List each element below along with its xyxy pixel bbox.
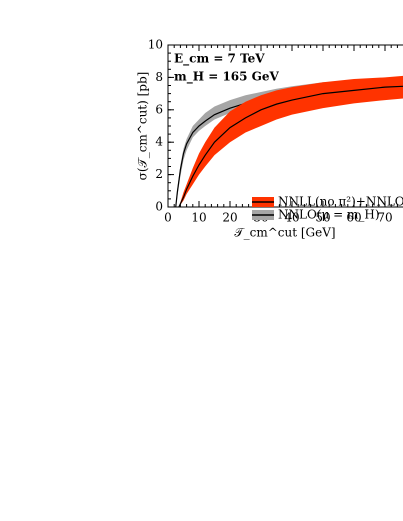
x-tick-label: 10 bbox=[191, 211, 206, 225]
legend-label: NNLL(no π²)+NNLO bbox=[278, 195, 403, 209]
y-tick-label: 0 bbox=[155, 200, 163, 214]
legend-label: NNLO(μ = m_H) bbox=[278, 208, 380, 222]
y-tick-label: 6 bbox=[155, 102, 163, 116]
y-tick-label: 2 bbox=[155, 167, 163, 181]
x-tick-label: 50 bbox=[315, 211, 330, 225]
y-tick-label: 8 bbox=[155, 70, 163, 84]
x-tick-label: 20 bbox=[222, 211, 237, 225]
y-tick-label: 4 bbox=[155, 135, 163, 149]
uncertainty-band bbox=[178, 75, 403, 207]
annotation: m_H = 165 GeV bbox=[174, 70, 280, 85]
plot-area bbox=[175, 75, 403, 207]
x-tick-label: 40 bbox=[284, 211, 299, 225]
y-tick-label: 10 bbox=[148, 38, 163, 52]
x-tick-label: 70 bbox=[377, 211, 392, 225]
central-line bbox=[178, 85, 403, 207]
x-tick-label: 0 bbox=[164, 211, 172, 225]
x-tick-label: 60 bbox=[346, 211, 361, 225]
y-axis-label: σ(𝒯_cm^cut) [pb] bbox=[136, 72, 150, 181]
x-axis-label: 𝒯_cm^cut [GeV] bbox=[234, 226, 335, 240]
annotation: E_cm = 7 TeV bbox=[174, 52, 265, 67]
